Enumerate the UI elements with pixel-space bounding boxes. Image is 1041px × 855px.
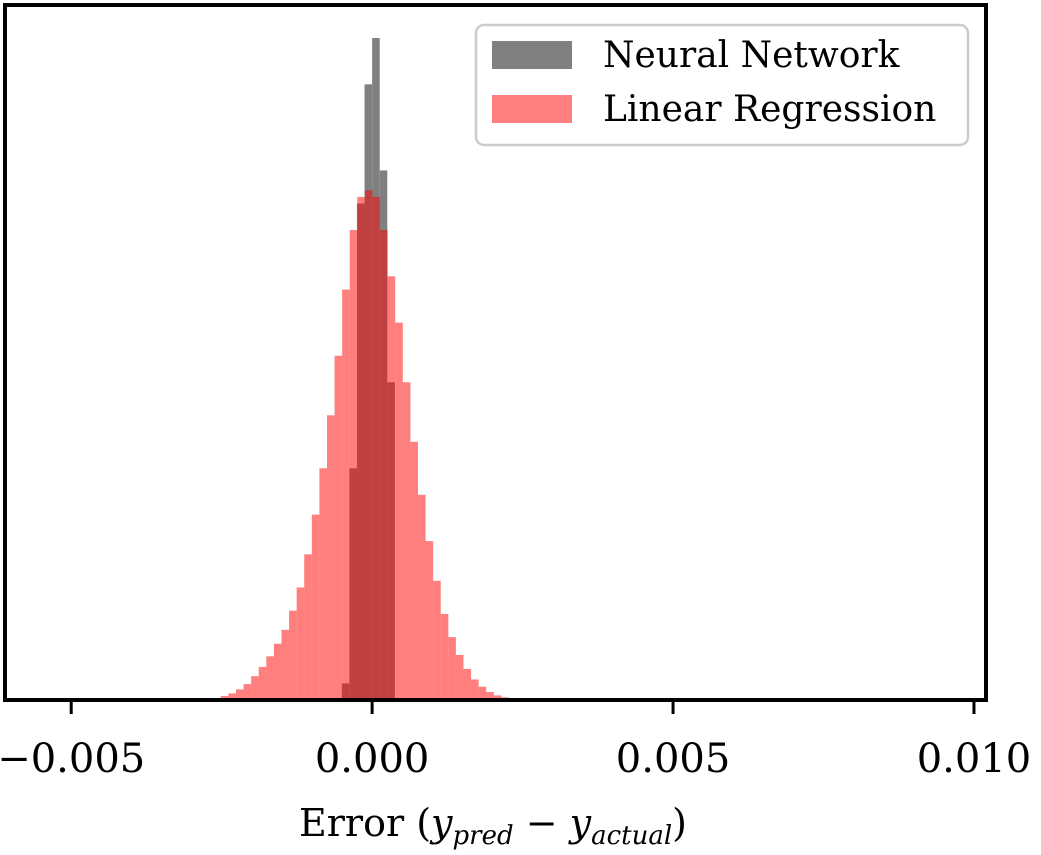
linear-regression-bars [213, 190, 517, 701]
linear-regression-bar [296, 587, 305, 700]
linear-regression-bar [228, 693, 236, 700]
linear-regression-bar [243, 684, 252, 700]
x-axis-title-var2: y [568, 801, 592, 845]
legend-label-linear-regression: Linear Regression [603, 89, 936, 130]
legend-label-neural-network: Neural Network [603, 35, 901, 76]
linear-regression-bar [357, 196, 365, 700]
linear-regression-bar [493, 695, 502, 700]
x-axis-ticks: −0.005 0.000 0.005 0.010 [0, 700, 1031, 782]
x-tick-label: 0.010 [917, 736, 1032, 782]
linear-regression-bar [402, 382, 411, 700]
x-axis-title-sub1: pred [453, 821, 514, 851]
linear-regression-bar [395, 322, 403, 700]
x-axis-title-prefix: Error ( [299, 801, 431, 845]
linear-regression-bar [266, 656, 274, 700]
linear-regression-bar [440, 613, 449, 700]
linear-regression-bar [342, 289, 350, 700]
linear-regression-bar [448, 637, 456, 700]
linear-regression-bar [326, 415, 335, 700]
linear-regression-bar [478, 686, 487, 700]
linear-regression-bar [319, 468, 327, 700]
linear-regression-bar [425, 541, 434, 700]
x-axis-title-var1: y [429, 801, 453, 845]
plot-frame [3, 3, 988, 702]
x-tick-label: −0.005 [0, 736, 145, 782]
linear-regression-bar [235, 689, 244, 700]
linear-regression-bar [455, 654, 464, 700]
linear-regression-bar [251, 676, 259, 700]
linear-regression-bar [380, 229, 388, 701]
legend: Neural Network Linear Regression [474, 23, 970, 147]
linear-regression-bar [289, 610, 297, 700]
x-tick-label: 0.000 [315, 736, 430, 782]
x-axis-title-suffix: ) [672, 801, 687, 845]
linear-regression-bar [463, 668, 472, 700]
linear-regression-bar [281, 629, 290, 700]
linear-regression-bar [471, 679, 479, 700]
linear-regression-bar [364, 190, 373, 700]
linear-regression-bar [334, 355, 343, 700]
linear-regression-bar [372, 196, 381, 700]
legend-box [474, 23, 970, 147]
linear-regression-bar [486, 692, 494, 700]
linear-regression-bar [417, 494, 426, 700]
linear-regression-bar [273, 643, 282, 700]
x-axis-title-minus: − [514, 801, 570, 845]
linear-regression-bar [387, 276, 396, 700]
linear-regression-bar [304, 554, 312, 700]
linear-regression-bar [410, 441, 418, 700]
x-tick-label: 0.005 [616, 736, 731, 782]
x-axis-title: Error (ypred − yactual) [299, 801, 687, 851]
legend-swatch-linear-regression [492, 95, 572, 123]
linear-regression-bar [258, 666, 267, 700]
x-axis-title-sub2: actual [591, 821, 672, 851]
linear-regression-bar [311, 514, 320, 700]
linear-regression-bar [433, 580, 441, 700]
legend-swatch-neural-network [492, 41, 572, 69]
linear-regression-bar [349, 229, 358, 701]
